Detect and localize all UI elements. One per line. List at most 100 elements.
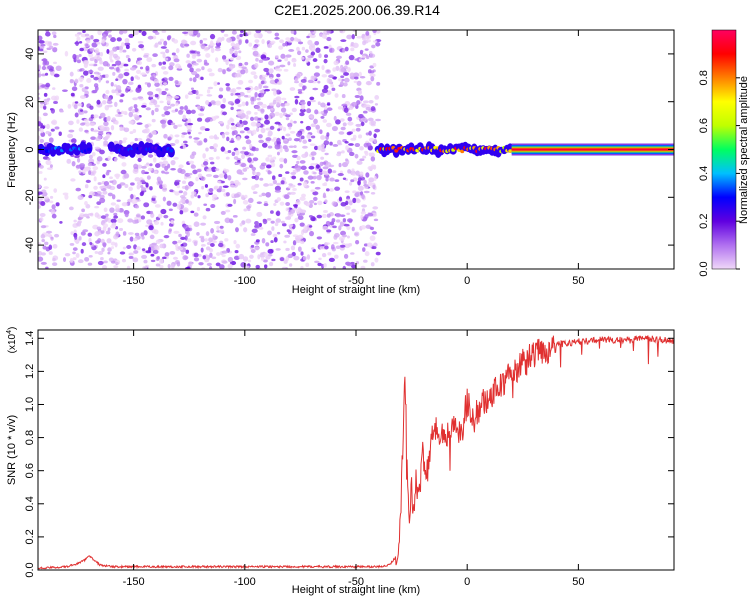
heatmap-cell (141, 248, 146, 251)
heatmap-cell (231, 130, 235, 136)
heatmap-cell (348, 54, 355, 61)
heatmap-cell (310, 135, 316, 139)
heatmap-y-tick-label: -20 (24, 189, 36, 205)
heatmap-cell (349, 72, 355, 77)
heatmap-cell (315, 47, 321, 53)
heatmap-cell (189, 77, 193, 82)
heatmap-cell (132, 129, 137, 134)
heatmap-cell (289, 87, 296, 91)
heatmap-cell (213, 185, 219, 190)
heatmap-cell (145, 182, 149, 188)
heatmap-cell (90, 35, 94, 40)
heatmap-cell (372, 184, 376, 190)
heatmap-cell (164, 111, 171, 116)
heatmap-cell (70, 92, 75, 97)
heatmap-cell (327, 168, 333, 174)
heatmap-cell (175, 102, 179, 107)
heatmap-cell (305, 201, 311, 207)
heatmap-cell (324, 199, 328, 204)
heatmap-cell (106, 48, 110, 54)
heatmap-cell (354, 231, 360, 237)
heatmap-cell (162, 196, 166, 202)
heatmap-cell (255, 264, 260, 269)
heatmap-cell (199, 39, 203, 44)
heatmap-cell (147, 91, 154, 96)
heatmap-cell (293, 120, 297, 124)
heatmap-cell (253, 116, 259, 121)
heatmap-cell (184, 235, 188, 241)
heatmap-cell (41, 239, 46, 243)
heatmap-cell (237, 113, 242, 117)
heatmap-cell (266, 105, 271, 110)
heatmap-cell (54, 233, 60, 238)
heatmap-cell (153, 78, 159, 84)
heatmap-cell (341, 94, 346, 99)
heatmap-cell (355, 198, 361, 204)
heatmap-cell (216, 225, 220, 231)
heatmap-cell (317, 262, 322, 267)
heatmap-cell (310, 30, 314, 33)
heatmap-cell (79, 47, 85, 52)
heatmap-cell (351, 208, 357, 213)
heatmap-cell (118, 140, 123, 145)
heatmap-cell (220, 210, 226, 215)
heatmap-cell (38, 250, 43, 256)
heatmap-cell (151, 242, 158, 246)
heatmap-cell (193, 212, 199, 217)
heatmap-cell (159, 38, 165, 42)
heatmap-cell (174, 139, 180, 144)
heatmap-cell (339, 81, 344, 87)
heatmap-cell (251, 175, 256, 179)
heatmap-cell (216, 252, 221, 256)
heatmap-cell (110, 202, 117, 206)
heatmap-cell (265, 157, 270, 162)
heatmap-cell (47, 157, 51, 161)
heatmap-cell (347, 121, 354, 126)
heatmap-cell (150, 259, 156, 263)
heatmap-cell (208, 72, 215, 77)
heatmap-cell (79, 122, 86, 126)
heatmap-cell (83, 70, 89, 76)
heatmap-cell (151, 63, 157, 68)
heatmap-cell (143, 259, 148, 264)
heatmap-cell (224, 131, 230, 136)
heatmap-cell (290, 36, 295, 42)
heatmap-cell (346, 212, 350, 216)
heatmap-cell (351, 34, 355, 40)
heatmap-cell (44, 101, 49, 105)
heatmap-cell (282, 42, 286, 47)
heatmap-cell (235, 227, 239, 233)
heatmap-cell (110, 218, 117, 224)
heatmap-cell (42, 112, 48, 117)
heatmap-cell (329, 188, 334, 192)
heatmap-cell (159, 265, 164, 269)
heatmap-cell (137, 40, 144, 44)
heatmap-cell (213, 143, 218, 148)
heatmap-cell (136, 122, 143, 125)
heatmap-cell (322, 119, 328, 123)
heatmap-cell (299, 108, 306, 113)
heatmap-cell (103, 207, 108, 212)
heatmap-cell (224, 150, 229, 154)
heatmap-cell (182, 140, 188, 144)
heatmap-cell (252, 191, 258, 194)
heatmap-cell (108, 66, 115, 70)
heatmap-cell (46, 233, 53, 237)
heatmap-cell (242, 256, 249, 262)
heatmap-cell (151, 195, 157, 199)
heatmap-cell (225, 192, 230, 197)
heatmap-cell (110, 59, 114, 63)
heatmap-cell (143, 54, 149, 58)
heatmap-cell (209, 42, 215, 47)
heatmap-cell (112, 53, 118, 59)
heatmap-cell (105, 213, 109, 217)
heatmap-x-label: Height of straight line (km) (292, 284, 420, 296)
heatmap-cell (148, 225, 154, 231)
heatmap-cell (158, 184, 164, 190)
heatmap-cell (178, 190, 183, 194)
heatmap-cell (102, 242, 107, 248)
heatmap-cell (140, 184, 144, 188)
colorbar-tick-label: 0.4 (698, 166, 710, 181)
heatmap-x-tick-label: -50 (348, 275, 364, 287)
heatmap-cell (334, 93, 339, 98)
